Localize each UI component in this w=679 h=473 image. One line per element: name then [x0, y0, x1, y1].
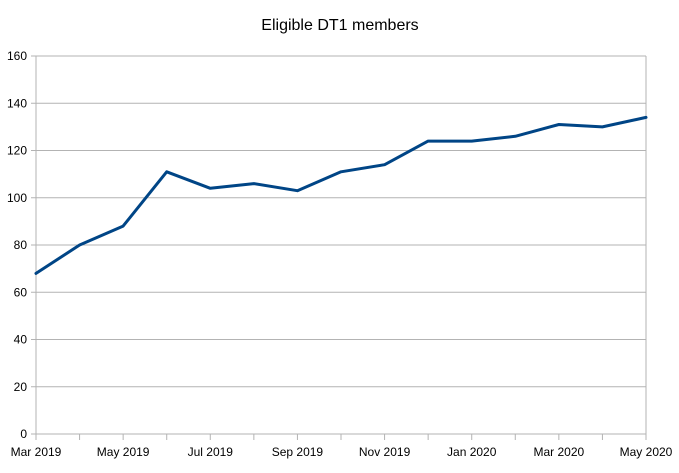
x-tick-label: Nov 2019 — [359, 445, 411, 459]
y-tick-label: 0 — [20, 427, 27, 441]
x-tick-label: Mar 2019 — [11, 445, 62, 459]
x-tick-label: Mar 2020 — [534, 445, 585, 459]
y-tick-label: 20 — [14, 380, 28, 394]
y-tick-label: 80 — [14, 238, 28, 252]
x-tick-label: May 2019 — [97, 445, 150, 459]
x-tick-label: Sep 2019 — [272, 445, 324, 459]
x-tick-label: May 2020 — [620, 445, 673, 459]
y-tick-label: 40 — [14, 333, 28, 347]
y-tick-label: 140 — [7, 96, 27, 110]
x-tick-label: Jan 2020 — [447, 445, 497, 459]
y-tick-label: 100 — [7, 191, 27, 205]
chart-title: Eligible DT1 members — [261, 17, 418, 34]
y-axis-tick-labels: 0 20 40 60 80 100 120 140 160 — [7, 49, 27, 441]
y-tick-label: 120 — [7, 144, 27, 158]
x-axis-tick-labels: Mar 2019 May 2019 Jul 2019 Sep 2019 Nov 2019… — [11, 445, 673, 459]
gridlines — [31, 55, 646, 435]
x-tick-label: Jul 2019 — [188, 445, 234, 459]
series-line — [34, 115, 648, 275]
y-tick-label: 60 — [14, 285, 28, 299]
axes — [35, 56, 647, 440]
y-tick-label: 160 — [7, 49, 27, 63]
series-layer — [34, 115, 648, 275]
